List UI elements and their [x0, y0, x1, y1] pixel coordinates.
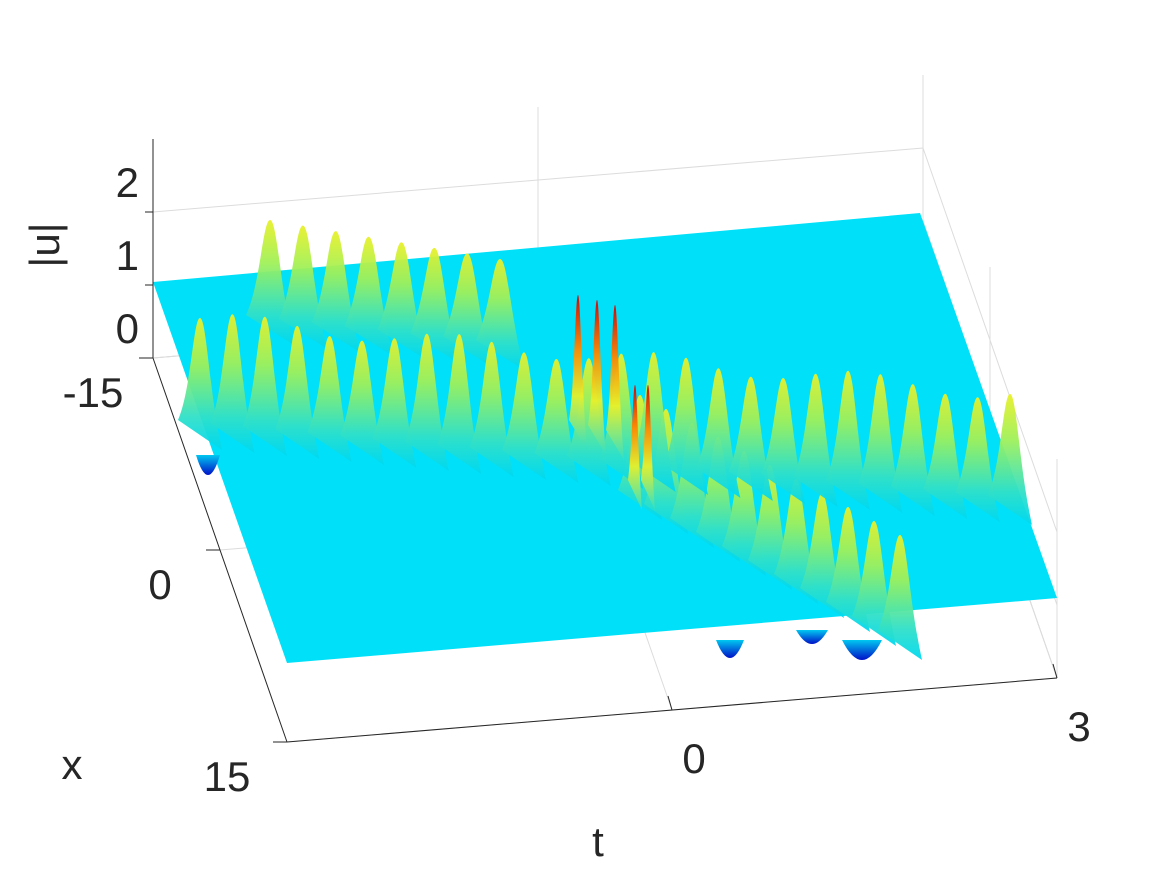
surface-ridge: [664, 357, 708, 495]
surface-dip: [796, 630, 828, 644]
z-tick-label: 0: [116, 305, 139, 352]
x-axis-label: t: [592, 818, 604, 865]
surface-ridge: [606, 305, 624, 460]
surface-ridge: [275, 325, 320, 459]
surface-ridge: [988, 394, 1032, 525]
surface-ridge: [628, 385, 642, 510]
surface-ridge: [728, 376, 773, 501]
x-tick-label: 3: [1067, 703, 1090, 750]
x-tick: [1052, 663, 1058, 679]
surface-ridge: [210, 314, 255, 453]
surface-ridge: [178, 318, 222, 450]
surface: [153, 213, 1057, 663]
y-tick-label: 15: [204, 753, 251, 800]
surface-ridge: [569, 295, 587, 450]
surface-dip: [716, 640, 744, 658]
surface-ridge: [923, 393, 968, 519]
surface-ridge: [858, 374, 903, 513]
z-tick-label: 1: [116, 232, 139, 279]
surface-ridge: [631, 352, 676, 492]
surface-dip: [196, 455, 220, 475]
surface-ridge: [641, 385, 655, 510]
surface-ridge: [307, 336, 352, 462]
surface-ridge: [826, 370, 870, 510]
surface-ridge: [242, 316, 287, 456]
y-tick-label: 0: [148, 561, 171, 608]
surface-ridge: [955, 397, 1000, 522]
z-tick-label: 2: [116, 159, 139, 206]
surface-ridge: [890, 384, 935, 516]
surface-ridge: [372, 338, 417, 468]
surface-ridge: [476, 259, 524, 370]
x-tick: [667, 695, 673, 711]
z-axis-label: |u|: [21, 222, 68, 267]
axis-labels: 0 1 2 -15 0 15 0 3: [63, 139, 1091, 800]
surface-dip: [842, 640, 882, 660]
surface-ridge: [469, 341, 514, 477]
surface-ridge: [534, 358, 579, 483]
surface-ridge: [404, 333, 449, 471]
surface-ridge: [437, 334, 482, 474]
surface-ridge: [793, 373, 838, 507]
y-tick-label: -15: [63, 369, 124, 416]
x-tick-label: 0: [682, 735, 705, 782]
surface-ridge: [340, 340, 384, 465]
y-axis-label: x: [62, 741, 83, 788]
surface-ridge: [588, 300, 606, 455]
surface-ridge: [502, 352, 546, 480]
surface-ridge: [761, 378, 806, 504]
surface-ridge: [878, 535, 922, 660]
surface-ridge: [696, 368, 741, 498]
